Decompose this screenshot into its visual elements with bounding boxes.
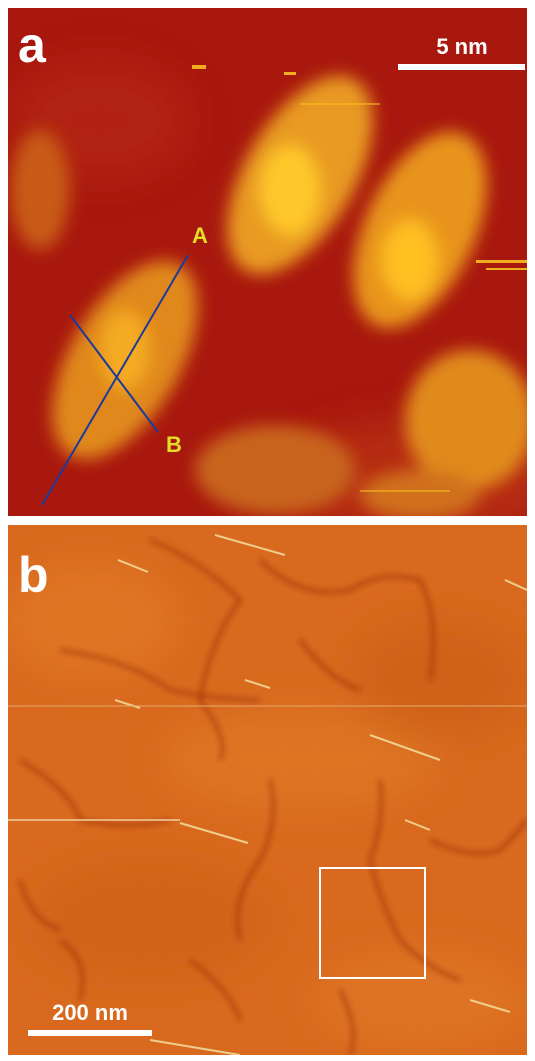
page: a 5 nm A B [0,0,535,1061]
panel-label: b [18,547,49,603]
scale-bar-label: 200 nm [52,1000,128,1025]
figure: a 5 nm A B [0,0,535,1061]
panel-b-image [0,525,530,1055]
line-label: B [166,432,182,457]
panel-label: a [18,17,47,73]
scale-bar-label: 5 nm [436,34,487,59]
line-label: A [192,223,208,248]
panel-a-image [8,8,535,540]
